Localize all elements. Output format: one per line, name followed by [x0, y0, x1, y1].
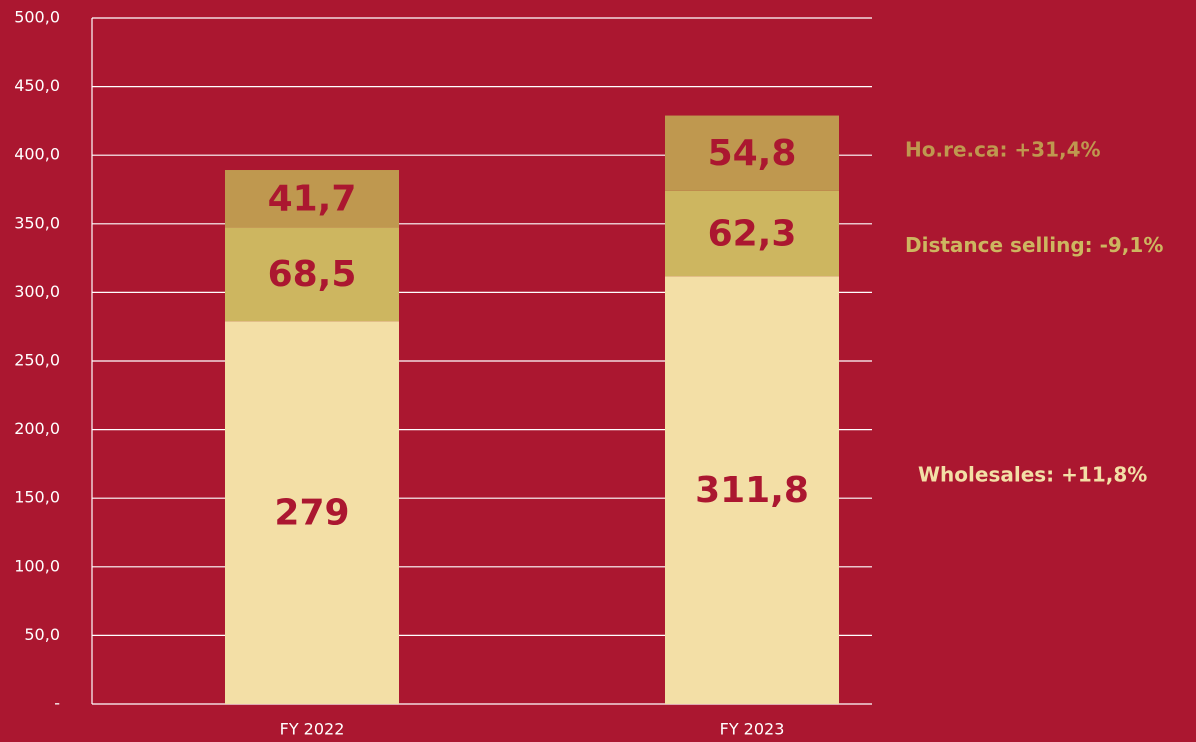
data-label: 279 — [274, 493, 349, 534]
data-label: 62,3 — [708, 213, 797, 254]
bar-segment — [665, 276, 839, 704]
y-tick-label: 250,0 — [14, 351, 60, 370]
bar-segment — [665, 115, 839, 191]
data-label: 54,8 — [708, 133, 797, 174]
y-tick-label: 450,0 — [14, 76, 60, 95]
data-label: 68,5 — [268, 254, 357, 295]
y-tick-label: - — [54, 694, 60, 713]
x-tick-label: FY 2022 — [280, 720, 345, 739]
y-tick-label: 200,0 — [14, 419, 60, 438]
x-tick-label: FY 2023 — [720, 720, 785, 739]
y-tick-label: 150,0 — [14, 488, 60, 507]
data-label: 311,8 — [695, 470, 809, 511]
y-tick-label: 50,0 — [24, 625, 60, 644]
annotation: Ho.re.ca: +31,4% — [905, 138, 1101, 162]
bar-segment — [225, 227, 399, 322]
bar-segment — [225, 321, 399, 704]
y-tick-label: 350,0 — [14, 213, 60, 232]
y-tick-label: 400,0 — [14, 145, 60, 164]
bar-segment — [225, 170, 399, 228]
bar-segment — [665, 190, 839, 277]
annotation: Distance selling: -9,1% — [905, 233, 1163, 257]
y-tick-label: 500,0 — [14, 8, 60, 27]
y-tick-label: 300,0 — [14, 282, 60, 301]
data-label: 41,7 — [268, 179, 357, 220]
y-tick-label: 100,0 — [14, 556, 60, 575]
annotation: Wholesales: +11,8% — [918, 463, 1147, 487]
